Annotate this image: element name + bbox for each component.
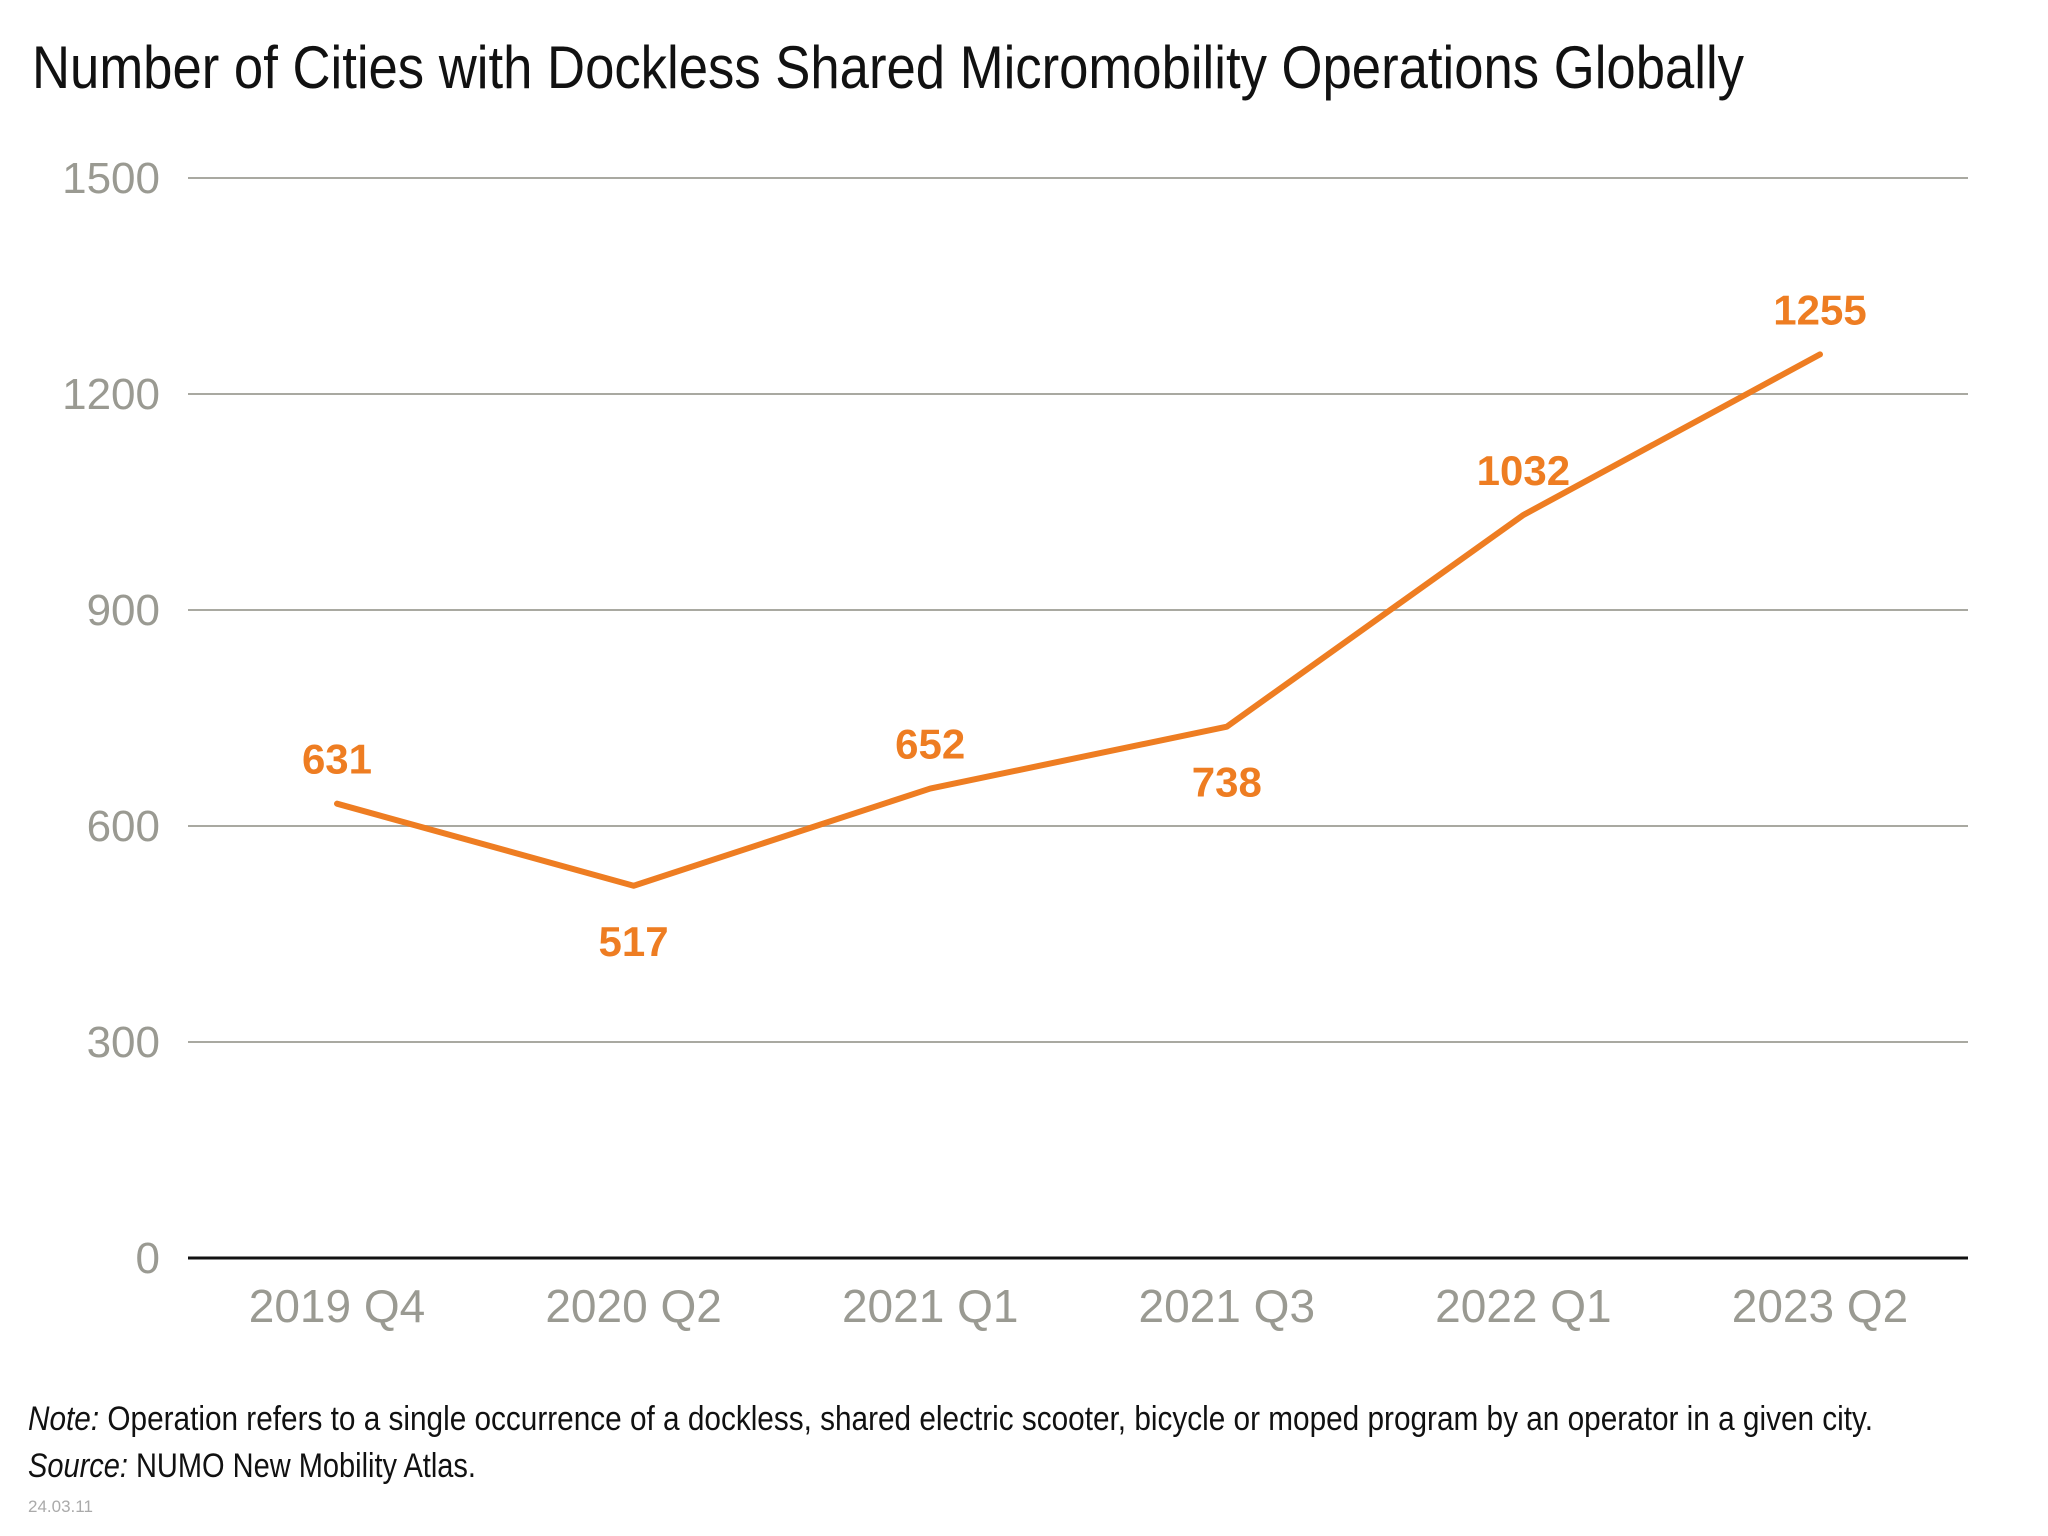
data-label: 1032 [1477,447,1570,494]
data-label: 631 [302,736,372,783]
note-label: Note: [28,1400,99,1438]
y-tick-label: 0 [136,1234,160,1283]
x-tick-label: 2023 Q2 [1732,1280,1908,1332]
source-label: Source: [28,1447,128,1485]
series-line-group [334,351,1823,889]
note-text: Note: Operation refers to a single occur… [28,1400,1873,1438]
y-tick-label: 600 [87,802,160,851]
gridlines [188,177,1968,1260]
data-label: 517 [599,918,669,965]
y-tick-label: 900 [87,586,160,635]
data-label: 738 [1192,759,1262,806]
x-axis-ticks: 2019 Q4 2020 Q2 2021 Q1 2021 Q3 2022 Q1 2023 … [249,1280,1908,1332]
x-tick-label: 2021 Q3 [1139,1280,1315,1332]
note-body: Operation refers to a single occurrence … [99,1400,1873,1438]
x-tick-label: 2021 Q1 [842,1280,1018,1332]
x-tick-label: 2020 Q2 [545,1280,721,1332]
date-stamp: 24.03.11 [28,1497,93,1516]
series-line [334,351,1823,889]
data-label: 652 [895,721,965,768]
data-labels: 631 517 652 738 1032 1255 [302,286,1867,964]
data-label: 1255 [1773,286,1866,333]
y-axis-ticks: 0 300 600 900 1200 1500 [62,154,160,1283]
y-tick-label: 1200 [62,370,160,419]
x-tick-label: 2022 Q1 [1435,1280,1611,1332]
chart-title: Number of Cities with Dockless Shared Mi… [32,34,1744,101]
y-tick-label: 300 [87,1018,160,1067]
x-tick-label: 2019 Q4 [249,1280,425,1332]
source-body: NUMO New Mobility Atlas. [128,1447,476,1485]
y-tick-label: 1500 [62,154,160,203]
source-text: Source: NUMO New Mobility Atlas. [28,1447,476,1485]
